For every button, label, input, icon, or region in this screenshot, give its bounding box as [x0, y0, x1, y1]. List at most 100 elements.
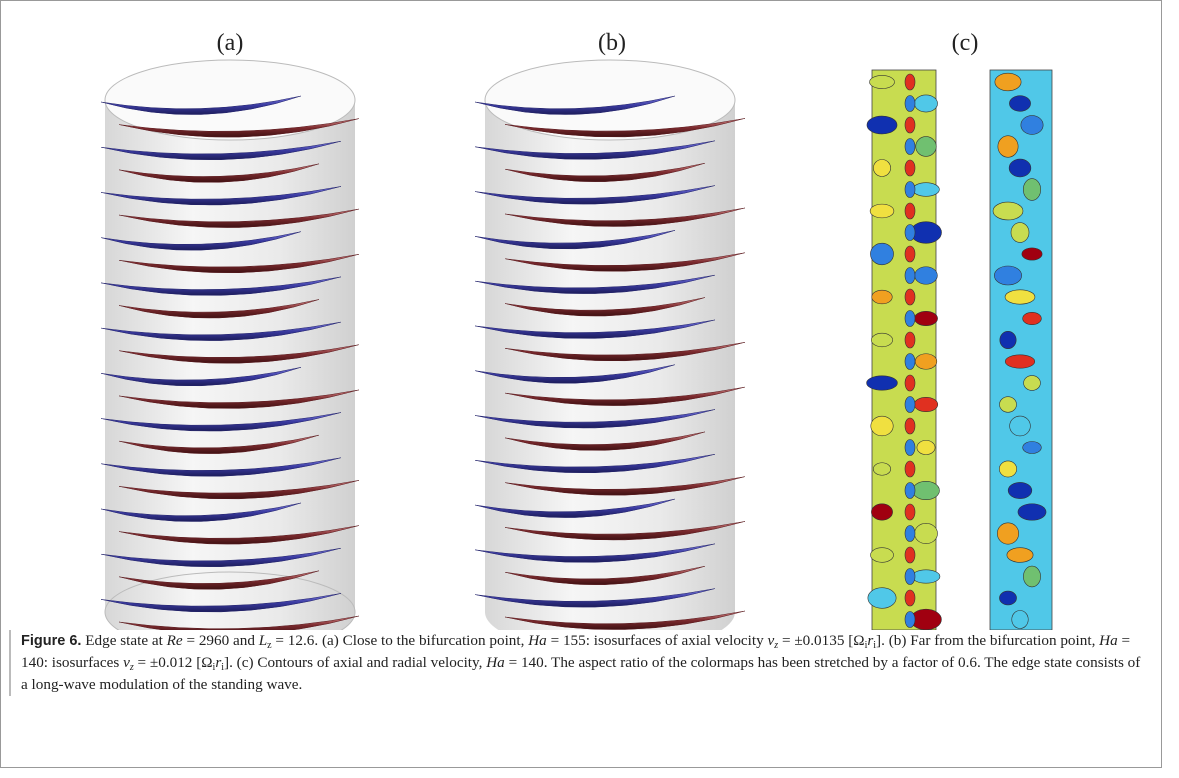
- contour-blob: [904, 482, 916, 499]
- contour-blob: [867, 587, 897, 609]
- contour-blob: [904, 224, 916, 241]
- isosurface: [474, 498, 676, 518]
- caption-text: i: [212, 662, 216, 673]
- contour-blob: [911, 569, 941, 584]
- contour-blob: [1020, 115, 1044, 135]
- isosurface: [474, 364, 676, 384]
- colormap-strip: [989, 69, 1053, 630]
- contour-blob: [904, 331, 916, 349]
- caption-text: i: [873, 640, 877, 651]
- contour-blob: [1021, 247, 1043, 261]
- isosurface: [100, 95, 302, 115]
- contour-blob: [914, 523, 938, 544]
- isosurface: [118, 480, 360, 500]
- contour-blob: [904, 611, 916, 628]
- caption-text: = 140. The aspect ratio of the colormaps…: [21, 654, 1141, 693]
- contour-blob: [1022, 178, 1042, 201]
- isosurface: [100, 547, 342, 568]
- isosurface: [474, 230, 676, 250]
- contour-blob: [916, 440, 936, 455]
- isosurface: [504, 297, 706, 317]
- contour-blob: [904, 116, 916, 134]
- caption-text: Edge state at: [81, 632, 167, 649]
- caption-text: r: [867, 632, 874, 649]
- isosurface: [504, 252, 746, 272]
- contour-blob: [870, 242, 894, 266]
- contour-blob: [1006, 547, 1034, 563]
- isosurface: [504, 207, 746, 227]
- contour-blob: [904, 503, 916, 521]
- isosurface: [504, 565, 706, 586]
- contour-blob: [1023, 375, 1041, 391]
- contour-blob: [904, 546, 916, 564]
- contour-blob: [997, 135, 1019, 158]
- caption-text: z: [774, 640, 779, 651]
- isosurface: [100, 231, 302, 251]
- isosurface: [100, 502, 302, 522]
- contour-blob: [915, 136, 937, 157]
- contour-blob: [873, 159, 891, 177]
- isosurface: [118, 570, 320, 590]
- contour-blob: [999, 590, 1017, 606]
- contour-blob: [870, 547, 894, 563]
- isosurface: [474, 543, 716, 563]
- panel-label: (b): [598, 30, 626, 56]
- contour-blob: [1008, 158, 1032, 178]
- caption-text: z: [267, 640, 272, 651]
- contour-blob: [904, 73, 916, 91]
- contour-blob: [1009, 415, 1031, 437]
- contour-blob: [994, 72, 1022, 92]
- contour-blob: [871, 503, 893, 521]
- contour-blob: [1011, 610, 1029, 629]
- caption-text: Ha: [528, 632, 547, 649]
- isosurface: [504, 431, 706, 451]
- contour-blob: [994, 265, 1022, 286]
- isosurface: [474, 274, 716, 295]
- contour-blob: [904, 374, 916, 392]
- isosurface: [100, 457, 342, 477]
- contour-blob: [870, 415, 894, 437]
- contour-blob: [904, 460, 916, 478]
- isosurface: [504, 521, 746, 541]
- contour-blob: [1004, 289, 1036, 305]
- contour-blob: [999, 460, 1017, 478]
- caption: Figure 6. Edge state at Re = 2960 and Lz…: [9, 630, 1146, 696]
- contour-blob: [1017, 503, 1047, 521]
- isosurface: [118, 254, 360, 274]
- isosurface: [100, 276, 342, 296]
- contour-blob: [999, 331, 1017, 349]
- isosurface: [504, 386, 746, 406]
- caption-text: z: [129, 662, 134, 673]
- contour-blob: [1022, 312, 1042, 325]
- caption-text: ]. (b) Far from the bifurcation point,: [876, 632, 1100, 649]
- isosurface: [504, 476, 746, 496]
- contour-blob: [914, 311, 938, 326]
- caption-text: Re: [166, 632, 183, 649]
- contour-blob: [904, 439, 916, 456]
- caption-text: = 12.6. (a) Close to the bifurcation poi…: [271, 632, 529, 649]
- contour-blob: [904, 267, 916, 284]
- isosurface: [100, 321, 342, 341]
- caption-text: i: [864, 640, 868, 651]
- isosurface: [100, 367, 302, 387]
- contour-blob: [913, 397, 939, 412]
- isosurface: [504, 610, 746, 630]
- contour-blob: [904, 138, 916, 155]
- contour-blob: [872, 462, 892, 476]
- isosurface: [504, 342, 746, 362]
- isosurface: [474, 95, 676, 115]
- isosurface: [474, 588, 716, 608]
- contour-blob: [904, 589, 916, 607]
- panel-label: (a): [216, 30, 244, 56]
- caption-text: = 155: isosurfaces of axial velocity: [546, 632, 768, 649]
- isosurface: [474, 409, 716, 429]
- contour-blob: [904, 245, 916, 263]
- contour-blob: [871, 289, 893, 305]
- figure-art: [100, 59, 1053, 630]
- colormaps: [866, 69, 1053, 630]
- contour-blob: [904, 310, 916, 327]
- contour-blob: [904, 417, 916, 435]
- contour-blob: [871, 332, 893, 348]
- contour-blob: [904, 396, 916, 413]
